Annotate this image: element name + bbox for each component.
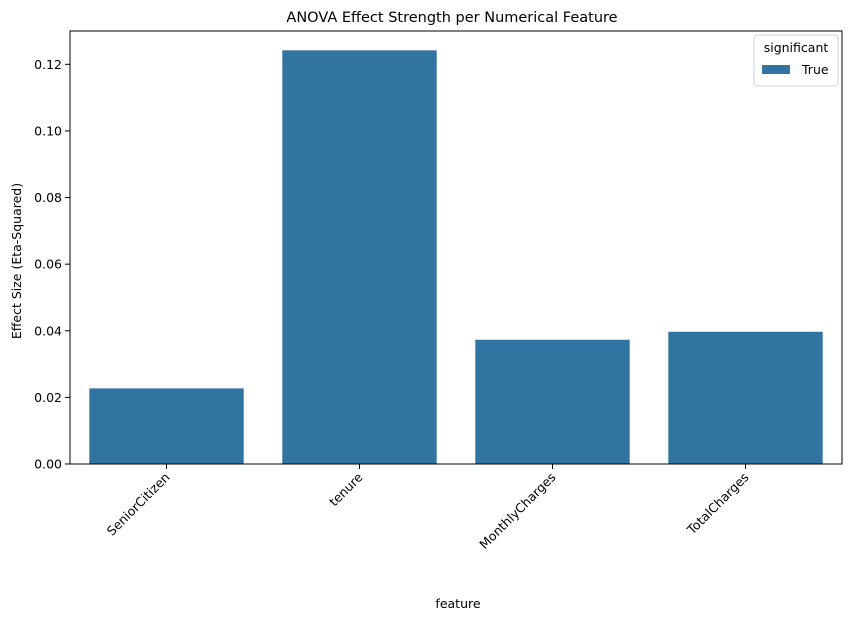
y-axis-label: Effect Size (Eta-Squared) [9,183,24,339]
chart-title: ANOVA Effect Strength per Numerical Feat… [286,10,617,26]
plot-area: 0.000.020.040.060.080.100.12SeniorCitize… [34,30,843,552]
legend-swatch [762,65,790,74]
y-tick-label: 0.00 [34,457,62,472]
legend-title: significant [764,40,829,55]
y-tick-label: 0.08 [34,190,62,205]
y-tick-label: 0.02 [34,390,62,405]
bar-tenure [282,50,437,465]
bar-seniorcitizen [89,388,244,464]
legend-entry-label: True [801,62,829,77]
x-axis-label: feature [435,596,480,611]
axes-frame [69,30,843,465]
legend: significant True [753,34,839,87]
y-tick-label: 0.12 [34,57,62,72]
y-tick-label: 0.04 [34,323,62,338]
y-tick-label: 0.10 [34,123,62,138]
bar-totalcharges [668,331,823,464]
bar-monthlycharges [475,339,630,464]
y-tick-label: 0.06 [34,257,62,272]
